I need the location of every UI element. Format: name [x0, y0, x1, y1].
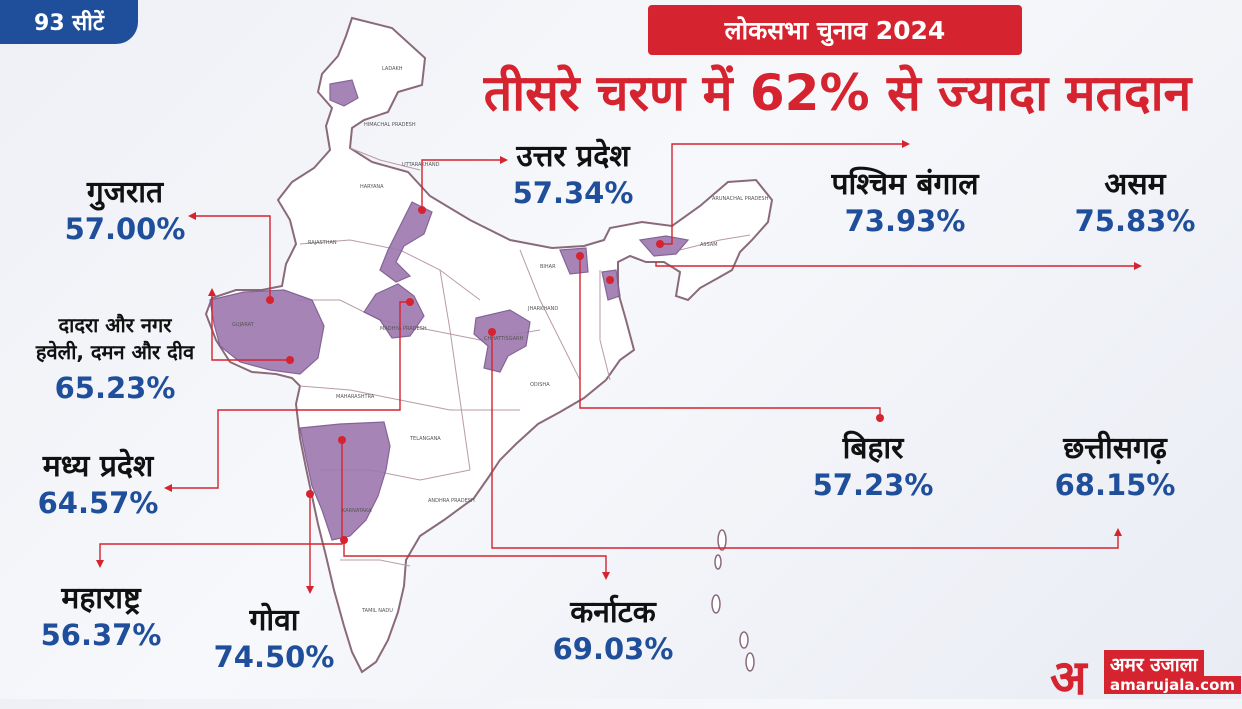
map-label-haryana: HARYANA	[360, 184, 384, 190]
state-turnout: 69.03%	[552, 631, 674, 666]
region-maharashtra	[299, 421, 391, 541]
state-name: बिहार	[842, 431, 904, 466]
label-uttar-pradesh: उत्तर प्रदेश 57.34%	[498, 139, 648, 211]
region-mp	[363, 283, 425, 339]
label-chhattisgarh: छत्तीसगढ़ 68.15%	[1040, 431, 1190, 503]
state-name: मध्य प्रदेश	[42, 449, 154, 484]
map-label-chhattisgarh: CHHATTISGARH	[484, 336, 523, 342]
state-name-line2: हवेली, दमन और दीव	[35, 340, 195, 364]
state-turnout: 64.57%	[37, 485, 159, 520]
logo-url: amarujala.com	[1104, 676, 1242, 694]
map-label-ladakh: LADAKH	[382, 66, 403, 72]
state-name: गोवा	[249, 603, 299, 638]
map-label-jharkhand: JHARKHAND	[527, 306, 558, 312]
map-label-karnataka: KARNATAKA	[342, 508, 372, 514]
label-karnataka: कर्नाटक 69.03%	[540, 595, 686, 667]
election-tag: लोकसभा चुनाव 2024	[648, 5, 1022, 55]
label-west-bengal: पश्चिम बंगाल 73.93%	[812, 167, 998, 239]
state-name: उत्तर प्रदेश	[516, 139, 630, 174]
amar-ujala-logo: अ अमर उजाला amarujala.com	[1050, 648, 1242, 706]
state-name: असम	[1104, 167, 1166, 202]
logo-brand: अमर उजाला	[1104, 650, 1204, 678]
headline: तीसरे चरण में 62% से ज्यादा मतदान	[483, 64, 1192, 122]
state-name: कर्नाटक	[570, 595, 656, 630]
state-turnout: 75.83%	[1074, 203, 1196, 238]
state-turnout: 68.15%	[1054, 467, 1176, 502]
label-dnh-dd: दादरा और नगर हवेली, दमन और दीव 65.23%	[22, 312, 208, 406]
region-up	[379, 201, 433, 283]
label-goa: गोवा 74.50%	[202, 603, 346, 675]
region-assam	[638, 235, 690, 257]
state-turnout: 56.37%	[40, 617, 162, 652]
callout-dots	[266, 206, 884, 544]
map-label-bihar: BIHAR	[540, 264, 556, 270]
state-turnout: 57.00%	[64, 211, 186, 246]
state-turnout: 57.34%	[512, 175, 634, 210]
state-turnout: 73.93%	[844, 203, 966, 238]
map-label-telangana: TELANGANA	[409, 436, 441, 442]
region-wb	[601, 269, 621, 301]
label-maharashtra: महाराष्ट्र 56.37%	[26, 581, 176, 653]
region-gujarat	[209, 289, 325, 375]
map-label-himachal: HIMACHAL PRADESH	[364, 122, 416, 128]
state-name: महाराष्ट्र	[61, 581, 141, 616]
label-assam: असम 75.83%	[1064, 167, 1206, 239]
state-name-line1: दादरा और नगर	[58, 313, 172, 337]
state-turnout: 74.50%	[213, 639, 335, 674]
logo-mark: अ	[1050, 650, 1087, 706]
region-jk	[329, 79, 359, 107]
callout-arrows	[96, 140, 1142, 594]
map-label-uttarakhand: UTTARAKHAND	[402, 162, 440, 168]
seats-badge: 93 सीटें	[0, 0, 138, 44]
region-chhattisgarh	[473, 309, 531, 373]
state-turnout: 57.23%	[812, 467, 934, 502]
map-label-assam: ASSAM	[700, 242, 718, 248]
map-label-arunachal: ARUNACHAL PRADESH	[712, 196, 769, 202]
map-label-gujarat: GUJARAT	[232, 322, 255, 328]
state-name: छत्तीसगढ़	[1063, 431, 1167, 466]
map-label-mp: MADHYA PRADESH	[380, 326, 427, 332]
state-name: पश्चिम बंगाल	[831, 167, 979, 202]
map-label-maharashtra: MAHARASHTRA	[336, 394, 375, 400]
map-label-tamil-nadu: TAMIL NADU	[361, 608, 393, 614]
map-label-andhra: ANDHRA PRADESH	[428, 498, 475, 504]
map-label-odisha: ODISHA	[530, 382, 550, 388]
callout-lines	[99, 143, 1134, 586]
state-turnout: 65.23%	[54, 371, 176, 405]
label-bihar: बिहार 57.23%	[800, 431, 946, 503]
map-label-rajasthan: RAJASTHAN	[308, 240, 337, 246]
voting-regions	[209, 79, 690, 541]
andaman-islands	[711, 529, 755, 672]
state-name: गुजरात	[86, 175, 164, 210]
label-madhya-pradesh: मध्य प्रदेश 64.57%	[10, 449, 186, 521]
label-gujarat: गुजरात 57.00%	[50, 175, 200, 247]
